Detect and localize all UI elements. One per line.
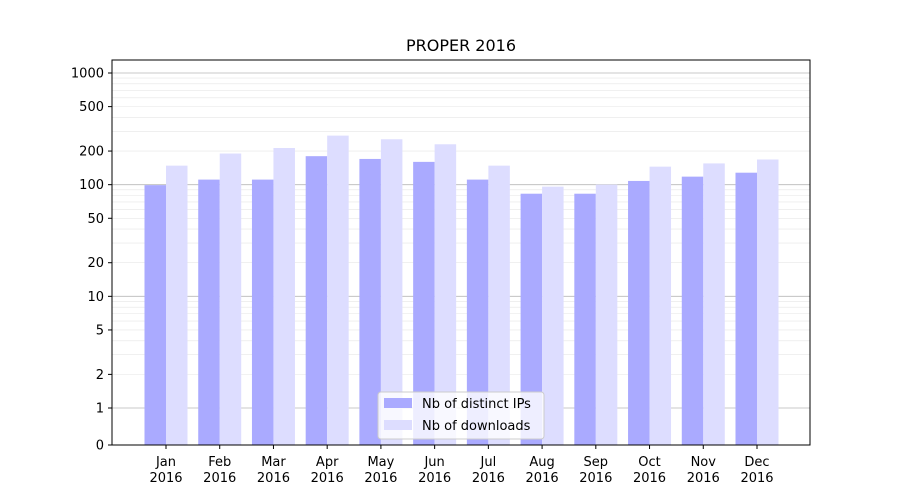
- bar-downloads: [327, 135, 349, 445]
- x-tick-label-month: Apr: [316, 455, 339, 470]
- y-tick-label: 200: [79, 145, 104, 160]
- x-tick-label-year: 2016: [579, 471, 612, 486]
- bar-distinct-ips: [413, 161, 435, 445]
- x-tick-label-year: 2016: [526, 471, 559, 486]
- x-tick-label-year: 2016: [687, 471, 720, 486]
- bar-downloads: [595, 184, 618, 445]
- y-tick-label: 1000: [71, 67, 104, 82]
- bar-downloads: [649, 166, 672, 445]
- x-tick-label-month: May: [367, 455, 394, 470]
- axis-layer: 01251020501002005001000Jan2016Feb2016Mar…: [71, 67, 774, 487]
- legend-box: [377, 391, 545, 440]
- y-tick-label: 10: [87, 290, 104, 305]
- y-tick-label: 50: [87, 212, 104, 227]
- chart-title: PROPER 2016: [406, 36, 516, 55]
- bar-downloads: [757, 159, 779, 445]
- x-tick-label-year: 2016: [472, 471, 505, 486]
- legend-swatch-downloads: [384, 420, 412, 430]
- x-tick-label-month: Sep: [584, 455, 609, 470]
- x-tick-label-month: Feb: [208, 455, 231, 470]
- x-tick-label-month: Oct: [638, 455, 660, 470]
- bar-downloads: [273, 147, 295, 445]
- x-tick-label-month: Nov: [691, 455, 717, 470]
- x-tick-label-year: 2016: [740, 471, 773, 486]
- bar-distinct-ips: [198, 179, 220, 446]
- bar-distinct-ips: [466, 179, 489, 446]
- x-tick-label-year: 2016: [149, 471, 182, 486]
- x-tick-label-year: 2016: [257, 471, 290, 486]
- bar-downloads: [542, 186, 564, 446]
- x-tick-label-month: Aug: [529, 455, 554, 470]
- x-tick-label-month: Dec: [744, 455, 769, 470]
- x-tick-label-month: Jul: [480, 455, 497, 470]
- bar-downloads: [166, 165, 188, 445]
- x-tick-label-year: 2016: [418, 471, 451, 486]
- bar-distinct-ips: [735, 172, 757, 445]
- bar-distinct-ips: [628, 180, 650, 446]
- x-tick-label-year: 2016: [633, 471, 666, 486]
- x-tick-label-year: 2016: [203, 471, 236, 486]
- bars-layer: [144, 135, 779, 446]
- legend: Nb of distinct IPs Nb of downloads: [377, 391, 545, 440]
- bar-distinct-ips: [251, 179, 274, 446]
- y-tick-label: 5: [96, 323, 104, 338]
- y-tick-label: 2: [96, 368, 104, 383]
- bar-downloads: [434, 144, 457, 445]
- x-tick-label-month: Jun: [423, 455, 444, 470]
- x-tick-label-year: 2016: [311, 471, 344, 486]
- x-tick-label-month: Jan: [155, 455, 176, 470]
- legend-swatch-distinct-ips: [384, 398, 412, 408]
- plot-area: [111, 59, 811, 446]
- bar-distinct-ips: [681, 176, 704, 446]
- bar-downloads: [488, 165, 510, 445]
- legend-label-downloads: Nb of downloads: [422, 419, 531, 434]
- bar-distinct-ips: [520, 193, 543, 445]
- bar-distinct-ips: [305, 156, 328, 445]
- bar-distinct-ips: [574, 193, 596, 445]
- legend-label-distinct-ips: Nb of distinct IPs: [422, 397, 531, 412]
- y-tick-label: 20: [87, 256, 104, 271]
- bar-downloads: [703, 163, 725, 445]
- bar-downloads: [380, 139, 403, 445]
- y-tick-label: 500: [79, 100, 104, 115]
- y-tick-label: 1: [96, 402, 104, 417]
- bar-distinct-ips: [144, 185, 166, 446]
- x-tick-label-month: Mar: [261, 455, 286, 470]
- bar-distinct-ips: [359, 158, 381, 445]
- x-tick-label-year: 2016: [364, 471, 397, 486]
- y-tick-label: 0: [96, 439, 104, 454]
- bar-downloads: [219, 153, 242, 445]
- y-tick-label: 100: [79, 178, 104, 193]
